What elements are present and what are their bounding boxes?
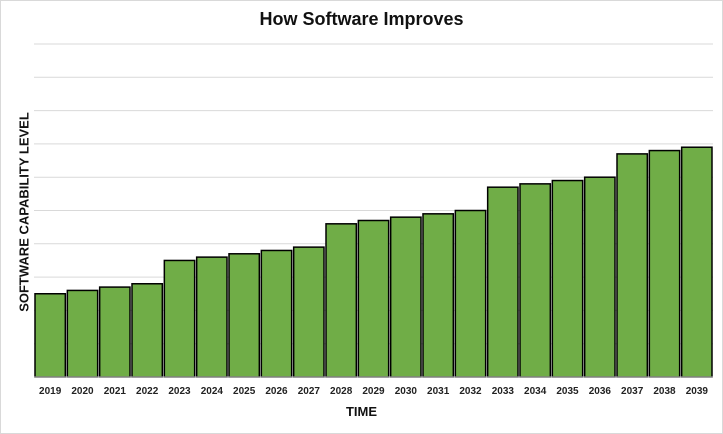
bars bbox=[34, 146, 713, 378]
x-tick-labels: 2019 2020 2021 2022 2023 2024 2025 2026 2027 2028… bbox=[39, 386, 708, 397]
x-tick-label: 2024 bbox=[201, 386, 224, 397]
chart-title: How Software Improves bbox=[259, 9, 464, 29]
x-tick-label: 2031 bbox=[427, 386, 450, 397]
bar-2036 bbox=[583, 176, 616, 378]
bar-2032 bbox=[454, 209, 487, 378]
x-tick-label: 2025 bbox=[233, 386, 256, 397]
x-tick-label: 2023 bbox=[168, 386, 191, 397]
bar-2026 bbox=[260, 249, 293, 378]
bar-2039 bbox=[680, 146, 713, 378]
bar-2037 bbox=[616, 153, 649, 378]
bar-2025 bbox=[228, 253, 261, 378]
bar-2022 bbox=[131, 283, 164, 378]
x-tick-label: 2035 bbox=[556, 386, 579, 397]
x-axis-title: TIME bbox=[345, 404, 378, 419]
bar-2029 bbox=[357, 219, 390, 378]
x-tick-label: 2034 bbox=[524, 386, 547, 397]
x-tick-label: 2032 bbox=[459, 386, 482, 397]
bar-2020 bbox=[66, 289, 99, 378]
x-tick-label: 2026 bbox=[265, 386, 288, 397]
x-tick-label: 2036 bbox=[589, 386, 612, 397]
x-tick-label: 2021 bbox=[104, 386, 127, 397]
bar-2021 bbox=[98, 286, 131, 378]
x-tick-label: 2037 bbox=[621, 386, 644, 397]
bar-2033 bbox=[486, 186, 519, 378]
x-tick-label: 2039 bbox=[686, 386, 709, 397]
bar-2028 bbox=[325, 223, 358, 378]
x-tick-label: 2029 bbox=[362, 386, 385, 397]
bar-2035 bbox=[551, 179, 584, 378]
x-tick-label: 2020 bbox=[71, 386, 94, 397]
bar-2024 bbox=[195, 256, 228, 378]
x-tick-label: 2030 bbox=[395, 386, 418, 397]
x-tick-label: 2027 bbox=[298, 386, 321, 397]
bar-2019 bbox=[34, 293, 67, 378]
x-tick-label: 2038 bbox=[653, 386, 676, 397]
bar-2031 bbox=[422, 213, 455, 378]
bar-2030 bbox=[389, 216, 422, 378]
x-tick-label: 2028 bbox=[330, 386, 353, 397]
bar-2038 bbox=[648, 149, 681, 378]
bar-2034 bbox=[519, 183, 552, 378]
bar-2023 bbox=[163, 259, 196, 378]
x-tick-label: 2022 bbox=[136, 386, 159, 397]
x-tick-label: 2019 bbox=[39, 386, 62, 397]
x-tick-label: 2033 bbox=[492, 386, 515, 397]
bar-2027 bbox=[292, 246, 325, 378]
